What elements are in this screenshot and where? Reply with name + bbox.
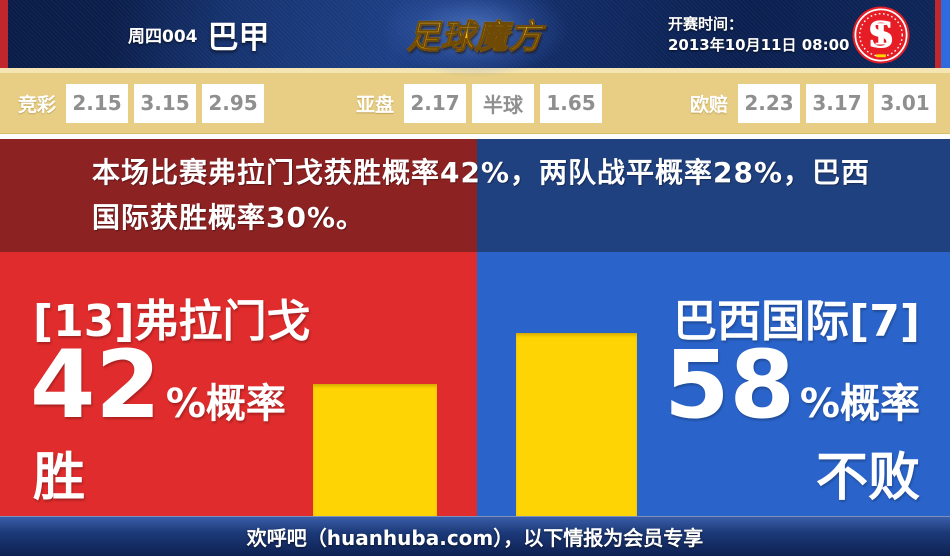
odds-value: 2.23 [738, 83, 801, 123]
right-red-stripe [935, 0, 941, 68]
match-id: 周四004 巴甲 [128, 0, 270, 68]
kickoff-datetime: 2013年10月11日 08:00 [668, 36, 850, 54]
logo-glow [380, 0, 570, 78]
odds-value: 1.65 [540, 83, 603, 123]
odds-group-oupei: 欧赔 2.23 3.17 3.01 [690, 73, 937, 133]
odds-value: 3.17 [806, 83, 869, 123]
odds-group-yapan: 亚盘 2.17 半球 1.65 [356, 73, 603, 133]
home-panel: [13]弗拉门戈 42 %概率 胜 [0, 139, 477, 516]
right-blue-stripe [941, 0, 950, 68]
away-probability: 58 %概率 [664, 339, 920, 433]
svg-text:S: S [868, 14, 895, 57]
odds-value: 半球 [472, 83, 535, 123]
home-probability: 42 %概率 [30, 339, 286, 433]
header: 周四004 巴甲 足球魔方 开赛时间： 2013年10月11日 08:00 S … [0, 0, 950, 78]
odds-group-jingcai: 竞彩 2.15 3.15 2.95 [18, 73, 265, 133]
left-red-stripe [0, 0, 8, 68]
footer-text: 欢呼吧（huanhuba.com），以下情报为会员专享 [246, 526, 704, 550]
odds-band: 竞彩 2.15 3.15 2.95 亚盘 2.17 半球 1.65 欧赔 2.2… [0, 73, 950, 134]
white-divider [0, 134, 950, 139]
odds-label: 欧赔 [690, 93, 729, 116]
league-name: 巴甲 [207, 19, 270, 56]
away-panel: 巴西国际[7] 58 %概率 不败 [477, 139, 950, 516]
kickoff-label: 开赛时间： [668, 15, 744, 33]
footer: 欢呼吧（huanhuba.com），以下情报为会员专享 [0, 516, 950, 556]
away-probability-value: 58 [664, 331, 795, 440]
odds-value: 3.01 [874, 83, 937, 123]
away-probability-suffix: %概率 [799, 381, 920, 427]
odds-value: 2.95 [202, 83, 265, 123]
odds-label: 亚盘 [356, 93, 395, 116]
home-banner-bg [0, 139, 477, 252]
svg-text:I: I [874, 18, 888, 52]
home-probability-suffix: %概率 [165, 381, 286, 427]
kickoff-time: 开赛时间： 2013年10月11日 08:00 [668, 14, 849, 56]
prediction-banner: 本场比赛弗拉门戈获胜概率42%，两队战平概率28%，巴西国际获胜概率30%。 [92, 156, 871, 234]
odds-label: 竞彩 [18, 93, 57, 116]
away-prob-bar [516, 333, 637, 516]
match-code: 周四004 [128, 26, 198, 47]
home-probability-value: 42 [30, 331, 161, 440]
site-logo-text: 足球魔方 [407, 10, 543, 58]
home-prob-bar [313, 384, 437, 516]
probability-panel: [13]弗拉门戈 42 %概率 胜 巴西国际[7] 58 %概率 不败 本场比赛… [0, 139, 950, 516]
internacional-crest-icon: S I [852, 6, 910, 64]
odds-value: 3.15 [134, 83, 197, 123]
home-team-name: [13]弗拉门戈 [33, 296, 311, 347]
away-banner-bg [477, 139, 950, 252]
away-outcome: 不败 [815, 448, 920, 508]
away-team-name: 巴西国际[7] [673, 296, 920, 347]
odds-value: 2.17 [404, 83, 467, 123]
home-outcome: 胜 [33, 448, 86, 508]
odds-value: 2.15 [66, 83, 129, 123]
site-logo: 足球魔方 [380, 0, 570, 78]
